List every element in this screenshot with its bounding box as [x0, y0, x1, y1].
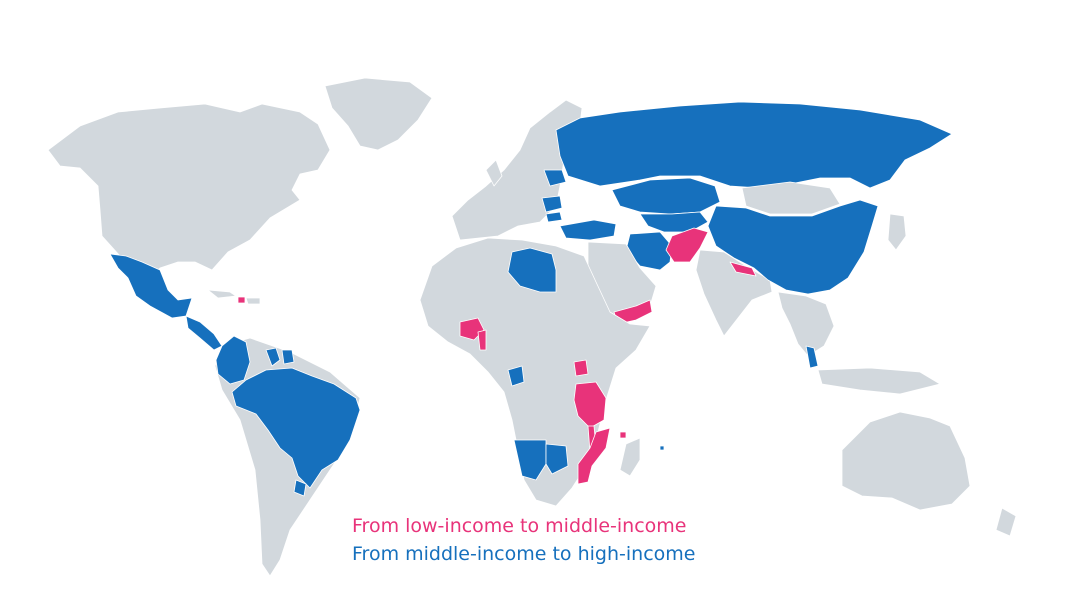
region-romania	[541, 195, 563, 213]
region-mongolia	[741, 181, 841, 215]
region-china	[707, 199, 879, 295]
region-caribbean	[207, 289, 261, 305]
legend-low-to-middle: From low-income to middle-income	[352, 515, 687, 537]
region-malaysia	[805, 345, 819, 369]
region-belarus	[543, 169, 567, 187]
region-madagascar	[619, 437, 641, 477]
region-uk	[485, 159, 503, 187]
region-central-america	[185, 315, 223, 351]
region-gabon	[507, 365, 525, 387]
region-indonesia	[817, 367, 941, 395]
region-kazakhstan	[611, 177, 721, 215]
region-mexico	[109, 253, 193, 319]
region-suriname	[281, 349, 295, 365]
region-australia	[841, 411, 971, 511]
region-comoros	[619, 431, 627, 439]
region-uruguay	[293, 479, 307, 497]
region-namibia	[513, 439, 547, 481]
region-nepal	[729, 261, 757, 277]
region-brazil	[231, 367, 361, 489]
region-libya	[507, 247, 557, 293]
region-russia	[555, 101, 953, 189]
legend-middle-to-high: From middle-income to high-income	[352, 543, 696, 565]
region-southeast-asia	[777, 291, 835, 357]
region-guyana	[265, 347, 281, 367]
region-botswana	[545, 443, 569, 475]
region-benin	[477, 329, 487, 351]
region-greenland	[324, 77, 433, 151]
region-haiti	[237, 296, 246, 304]
region-new-zealand	[995, 507, 1017, 537]
region-central-asia	[639, 211, 709, 233]
region-uganda	[573, 359, 589, 377]
region-colombia	[215, 335, 251, 385]
region-north-america	[47, 103, 331, 279]
legend: From low-income to middle-income From mi…	[352, 512, 695, 568]
region-japan	[887, 213, 907, 251]
region-tanzania	[573, 381, 607, 429]
region-afghanistan	[665, 227, 709, 263]
region-bulgaria	[545, 211, 563, 223]
region-turkey	[559, 219, 617, 241]
region-mauritius	[659, 445, 665, 451]
region-mozambique	[577, 427, 611, 485]
region-europe	[451, 99, 583, 241]
